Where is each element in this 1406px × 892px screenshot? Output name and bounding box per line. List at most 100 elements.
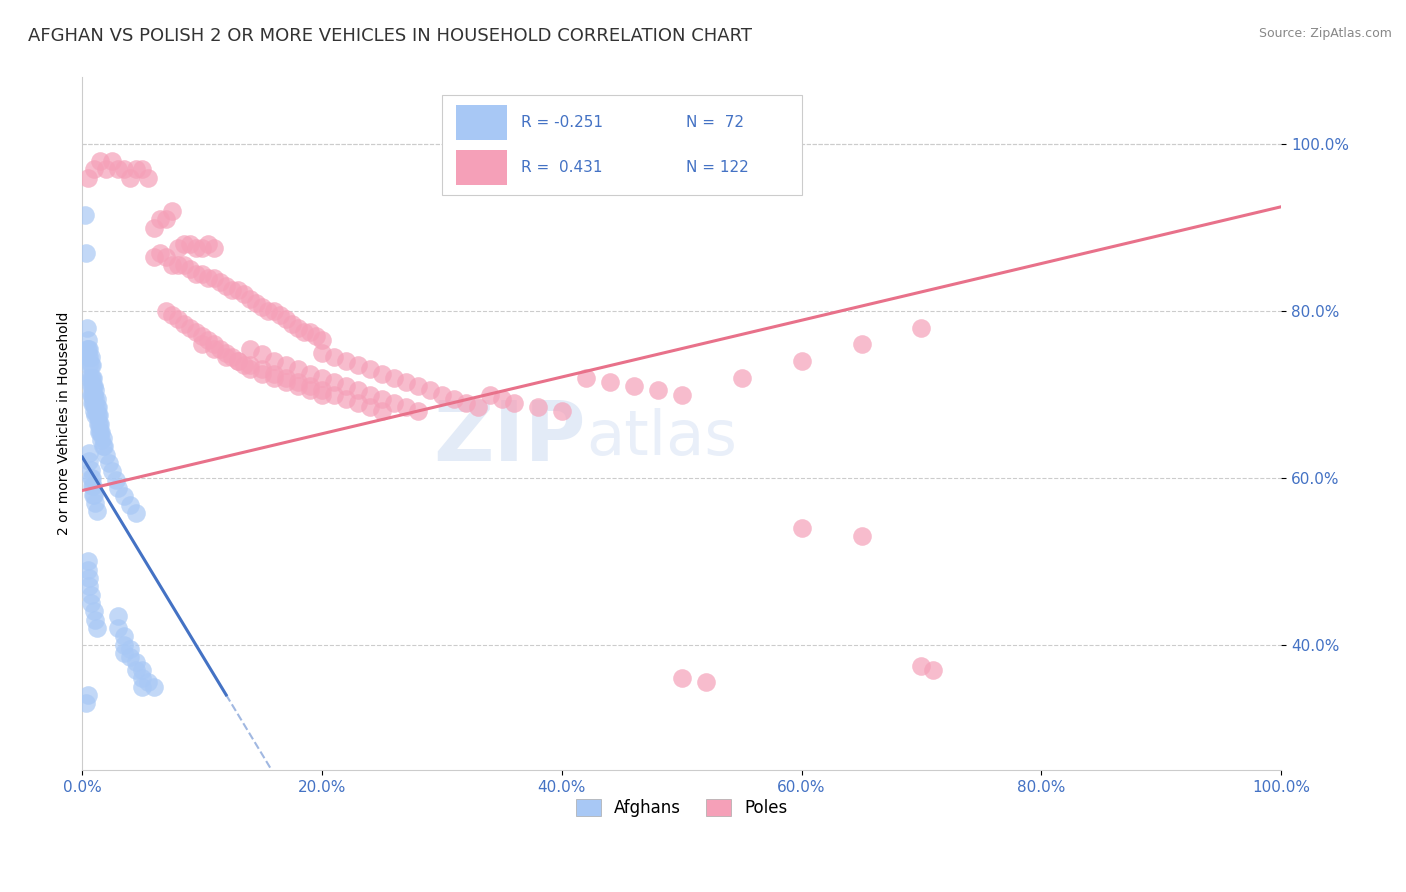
Point <box>80 471 103 485</box>
Point <box>527 400 550 414</box>
Point <box>131 162 153 177</box>
Point <box>87 425 110 439</box>
Point <box>82 379 104 393</box>
Point <box>274 359 297 373</box>
Point <box>167 242 190 256</box>
Point <box>112 630 135 644</box>
Point <box>80 359 103 373</box>
Point <box>671 387 693 401</box>
Point <box>347 396 370 410</box>
Point <box>107 621 129 635</box>
Point <box>443 392 465 406</box>
Point <box>239 342 262 356</box>
Point <box>79 342 101 356</box>
Point <box>263 354 285 368</box>
Point <box>167 258 190 272</box>
Point <box>671 671 693 685</box>
Point <box>197 237 219 252</box>
Point <box>287 375 309 389</box>
Point <box>191 329 214 343</box>
Point <box>910 320 932 334</box>
Point <box>79 462 101 476</box>
Point <box>84 613 107 627</box>
Point <box>250 367 273 381</box>
Point <box>179 320 201 334</box>
Point <box>79 446 101 460</box>
Point <box>382 396 405 410</box>
Point <box>287 320 309 334</box>
Point <box>167 312 190 326</box>
Point <box>233 359 256 373</box>
Point <box>125 663 148 677</box>
Point <box>274 371 297 385</box>
Point <box>335 354 357 368</box>
Point <box>73 208 96 222</box>
Point <box>90 425 112 439</box>
Point <box>359 387 381 401</box>
Point <box>695 675 717 690</box>
Point <box>143 220 166 235</box>
Point <box>79 371 101 385</box>
Point <box>226 283 249 297</box>
Point <box>851 337 873 351</box>
Point <box>96 448 118 462</box>
Point <box>83 396 105 410</box>
Point <box>131 663 153 677</box>
Point <box>209 275 232 289</box>
Point <box>299 384 322 398</box>
Point <box>406 379 429 393</box>
Point <box>86 400 108 414</box>
Point <box>86 504 108 518</box>
Point <box>79 359 101 373</box>
Point <box>250 300 273 314</box>
Point <box>226 354 249 368</box>
Point <box>186 267 208 281</box>
Point <box>347 359 370 373</box>
Point <box>155 250 177 264</box>
Point <box>79 379 101 393</box>
Point <box>311 333 333 347</box>
Point <box>79 471 101 485</box>
Point <box>221 283 243 297</box>
Point <box>79 350 101 364</box>
Point <box>274 312 297 326</box>
Point <box>91 439 114 453</box>
Point <box>323 350 346 364</box>
Point <box>86 392 108 406</box>
Point <box>79 579 101 593</box>
Point <box>84 392 107 406</box>
Point <box>239 292 262 306</box>
Point <box>851 529 873 543</box>
Point <box>281 317 304 331</box>
Text: AFGHAN VS POLISH 2 OR MORE VEHICLES IN HOUSEHOLD CORRELATION CHART: AFGHAN VS POLISH 2 OR MORE VEHICLES IN H… <box>28 27 752 45</box>
Point <box>82 479 104 493</box>
Text: ZIP: ZIP <box>433 397 586 478</box>
Point <box>136 170 159 185</box>
Text: Source: ZipAtlas.com: Source: ZipAtlas.com <box>1258 27 1392 40</box>
Point <box>647 384 669 398</box>
Point <box>101 153 124 168</box>
Point <box>419 384 441 398</box>
Point <box>76 342 98 356</box>
Point <box>202 342 225 356</box>
Point <box>173 258 195 272</box>
Point <box>120 650 142 665</box>
Point <box>478 387 501 401</box>
Point <box>77 688 100 702</box>
Point <box>87 409 110 423</box>
Point <box>82 387 104 401</box>
Point <box>311 384 333 398</box>
Point <box>197 270 219 285</box>
Point <box>730 371 752 385</box>
Point <box>335 379 357 393</box>
Point <box>79 387 101 401</box>
Point <box>79 571 101 585</box>
Point <box>120 170 142 185</box>
Point <box>551 404 574 418</box>
Point <box>305 329 328 343</box>
Point <box>215 350 238 364</box>
Point <box>79 596 101 610</box>
Point <box>202 337 225 351</box>
Point <box>79 371 101 385</box>
Point <box>149 212 172 227</box>
